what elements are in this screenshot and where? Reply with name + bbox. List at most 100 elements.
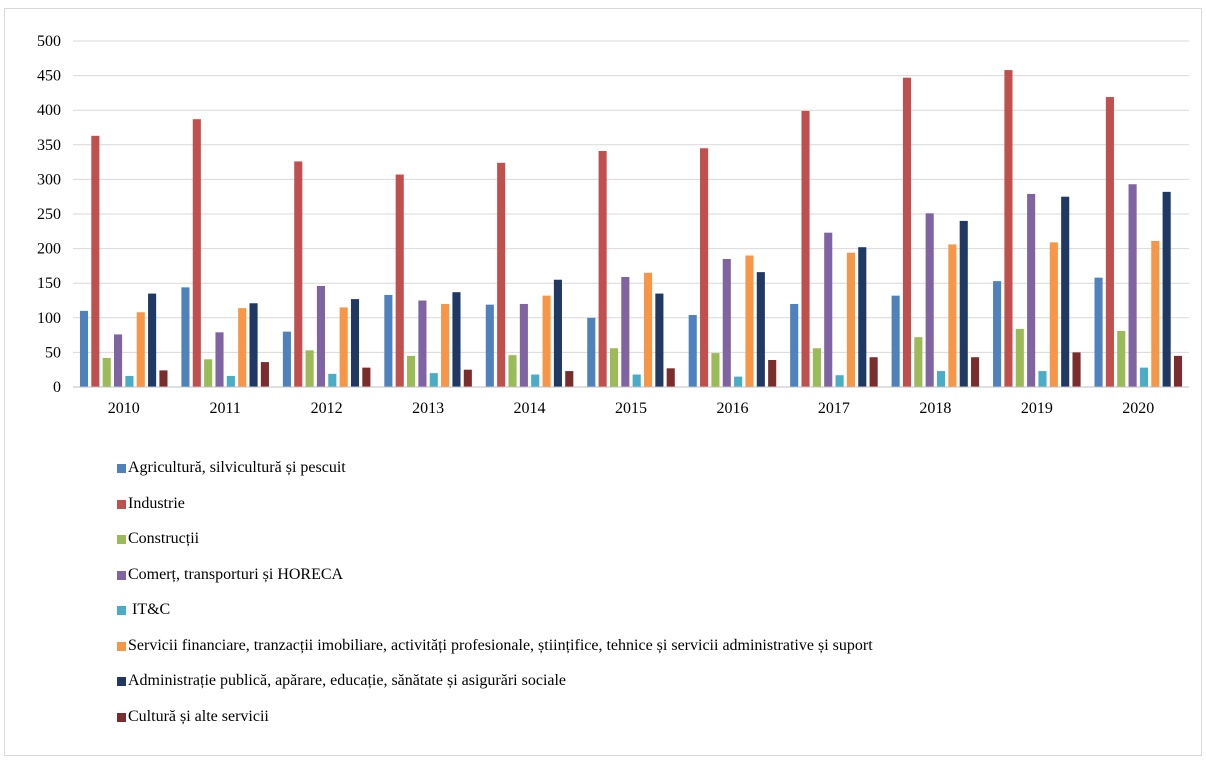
bar xyxy=(948,244,957,387)
legend-item: Servicii financiare, tranzacții imobilia… xyxy=(117,635,873,671)
bar xyxy=(745,255,754,387)
bar xyxy=(204,359,213,387)
bar xyxy=(395,174,404,387)
bar xyxy=(1004,70,1013,387)
y-tick-label: 500 xyxy=(37,33,61,50)
bar xyxy=(1105,97,1114,387)
bar xyxy=(835,375,844,387)
x-tick-label: 2013 xyxy=(412,400,444,417)
bar xyxy=(181,287,190,387)
x-tick-label: 2014 xyxy=(514,400,546,417)
bar xyxy=(971,357,980,387)
bar xyxy=(1162,191,1171,387)
legend-label: Servicii financiare, tranzacții imobilia… xyxy=(128,636,873,654)
bar xyxy=(79,310,89,387)
bar xyxy=(418,300,427,387)
bar xyxy=(1173,355,1183,387)
bar xyxy=(102,357,111,387)
bar xyxy=(734,376,743,387)
bar xyxy=(768,360,777,387)
y-tick-label: 50 xyxy=(45,344,61,361)
bar xyxy=(1027,193,1036,387)
gridlines xyxy=(73,40,1189,388)
bar xyxy=(114,334,123,387)
y-tick-label: 300 xyxy=(37,171,61,188)
bar xyxy=(553,279,562,387)
bar xyxy=(463,369,472,387)
bar xyxy=(249,303,258,387)
bar xyxy=(643,272,653,387)
bar xyxy=(148,293,157,387)
legend-item: Comerț, transporturi și HORECA xyxy=(117,564,873,600)
bar xyxy=(384,294,393,387)
x-tick-label: 2017 xyxy=(818,400,850,417)
legend-label: Comerț, transporturi și HORECA xyxy=(128,565,344,583)
bar xyxy=(812,348,821,387)
y-tick-label: 0 xyxy=(53,379,61,396)
bar xyxy=(305,350,314,387)
legend-label: Industrie xyxy=(128,494,185,512)
legend-item: Construcții xyxy=(117,528,873,564)
x-tick-label: 2015 xyxy=(615,400,647,417)
legend-label: Construcții xyxy=(128,530,200,547)
bar xyxy=(914,337,923,387)
bar xyxy=(902,77,912,388)
bar xyxy=(666,368,675,387)
bar xyxy=(598,151,607,387)
bar xyxy=(587,317,596,387)
bar xyxy=(824,232,833,387)
bar xyxy=(429,373,438,387)
legend: Agricultură, silvicultură și pescuit Indu… xyxy=(117,457,873,741)
bar xyxy=(452,292,461,387)
bar xyxy=(125,375,134,387)
bar xyxy=(655,293,664,387)
bar xyxy=(621,276,630,387)
y-tick-label: 150 xyxy=(37,275,61,292)
legend-swatch xyxy=(117,570,126,580)
bar xyxy=(756,272,765,387)
y-tick-label: 400 xyxy=(37,102,61,119)
bar xyxy=(858,247,867,387)
bar xyxy=(238,308,247,387)
bar xyxy=(891,295,900,387)
bar xyxy=(1072,352,1081,387)
legend-swatch xyxy=(117,606,126,615)
bar xyxy=(542,295,551,387)
bar xyxy=(339,307,348,387)
bar xyxy=(1061,196,1070,387)
y-tick-label: 100 xyxy=(37,310,61,327)
bar xyxy=(688,315,697,387)
bar xyxy=(1151,240,1160,387)
bar xyxy=(350,299,360,387)
y-tick-label: 350 xyxy=(37,137,61,154)
legend-label: Agricultură, silvicultură și pescuit xyxy=(128,459,346,476)
bar xyxy=(441,303,450,387)
bar-chart: 0 50 100 150 200 250 300 350 400 450 500 2010 2011 20… xyxy=(37,33,1189,417)
legend-item: Agricultură, silvicultură și pescuit xyxy=(117,457,873,493)
bar xyxy=(497,162,506,387)
bar xyxy=(1117,330,1126,387)
x-tick-label: 2012 xyxy=(311,400,343,417)
bar xyxy=(226,375,235,387)
y-tick-label: 450 xyxy=(37,68,61,85)
bar xyxy=(846,252,855,387)
legend-label: Administrație publică, apărare, educație… xyxy=(128,672,567,689)
bar xyxy=(407,355,416,387)
bar xyxy=(485,304,494,387)
x-tick-label: 2020 xyxy=(1122,400,1154,417)
chart-frame: 0 50 100 150 200 250 300 350 400 450 500 2010 2011 20… xyxy=(4,8,1202,756)
bar xyxy=(1139,367,1148,387)
legend-item: IT&C xyxy=(117,599,873,635)
bar xyxy=(91,135,100,387)
bar xyxy=(790,303,799,387)
bar xyxy=(1015,328,1024,387)
legend-item: Administrație publică, apărare, educație… xyxy=(117,670,873,706)
bar xyxy=(215,332,224,387)
bar xyxy=(508,355,517,387)
bar xyxy=(1128,184,1137,387)
bar xyxy=(936,371,946,387)
bar xyxy=(328,373,337,387)
bar xyxy=(1049,242,1058,387)
x-tick-label: 2018 xyxy=(919,400,951,417)
x-tick-label: 2010 xyxy=(108,400,140,417)
